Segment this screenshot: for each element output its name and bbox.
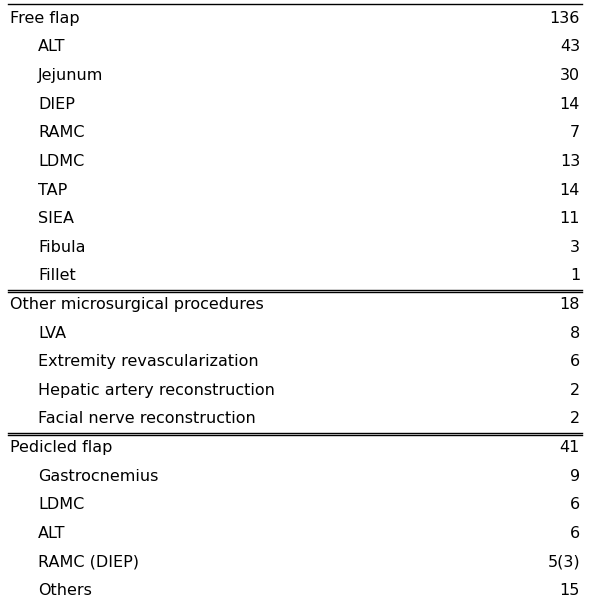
Text: SIEA: SIEA — [38, 211, 74, 226]
Text: 15: 15 — [560, 583, 580, 598]
Text: Pedicled flap: Pedicled flap — [10, 440, 112, 455]
Text: Extremity revascularization: Extremity revascularization — [38, 354, 258, 369]
Text: LDMC: LDMC — [38, 498, 84, 512]
Text: 7: 7 — [570, 125, 580, 140]
Text: Hepatic artery reconstruction: Hepatic artery reconstruction — [38, 383, 275, 398]
Text: Others: Others — [38, 583, 92, 598]
Text: DIEP: DIEP — [38, 97, 75, 112]
Text: Other microsurgical procedures: Other microsurgical procedures — [10, 297, 264, 312]
Text: Jejunum: Jejunum — [38, 68, 103, 83]
Text: LVA: LVA — [38, 326, 66, 341]
Text: 5(3): 5(3) — [548, 555, 580, 570]
Text: 30: 30 — [560, 68, 580, 83]
Text: 13: 13 — [560, 154, 580, 169]
Text: 3: 3 — [570, 240, 580, 255]
Text: Gastrocnemius: Gastrocnemius — [38, 469, 158, 484]
Text: 6: 6 — [570, 354, 580, 369]
Text: 2: 2 — [570, 383, 580, 398]
Text: 8: 8 — [570, 326, 580, 341]
Text: 14: 14 — [560, 97, 580, 112]
Text: 6: 6 — [570, 498, 580, 512]
Text: ALT: ALT — [38, 526, 65, 541]
Text: RAMC: RAMC — [38, 125, 84, 140]
Text: ALT: ALT — [38, 40, 65, 55]
Text: LDMC: LDMC — [38, 154, 84, 169]
Text: 41: 41 — [560, 440, 580, 455]
Text: 136: 136 — [550, 11, 580, 26]
Text: Free flap: Free flap — [10, 11, 80, 26]
Text: 11: 11 — [559, 211, 580, 226]
Text: 18: 18 — [559, 297, 580, 312]
Text: 43: 43 — [560, 40, 580, 55]
Text: 9: 9 — [570, 469, 580, 484]
Text: RAMC (DIEP): RAMC (DIEP) — [38, 555, 139, 570]
Text: 1: 1 — [570, 269, 580, 284]
Text: 6: 6 — [570, 526, 580, 541]
Text: Fillet: Fillet — [38, 269, 76, 284]
Text: Facial nerve reconstruction: Facial nerve reconstruction — [38, 412, 255, 427]
Text: 2: 2 — [570, 412, 580, 427]
Text: TAP: TAP — [38, 183, 67, 198]
Text: 14: 14 — [560, 183, 580, 198]
Text: Fibula: Fibula — [38, 240, 86, 255]
